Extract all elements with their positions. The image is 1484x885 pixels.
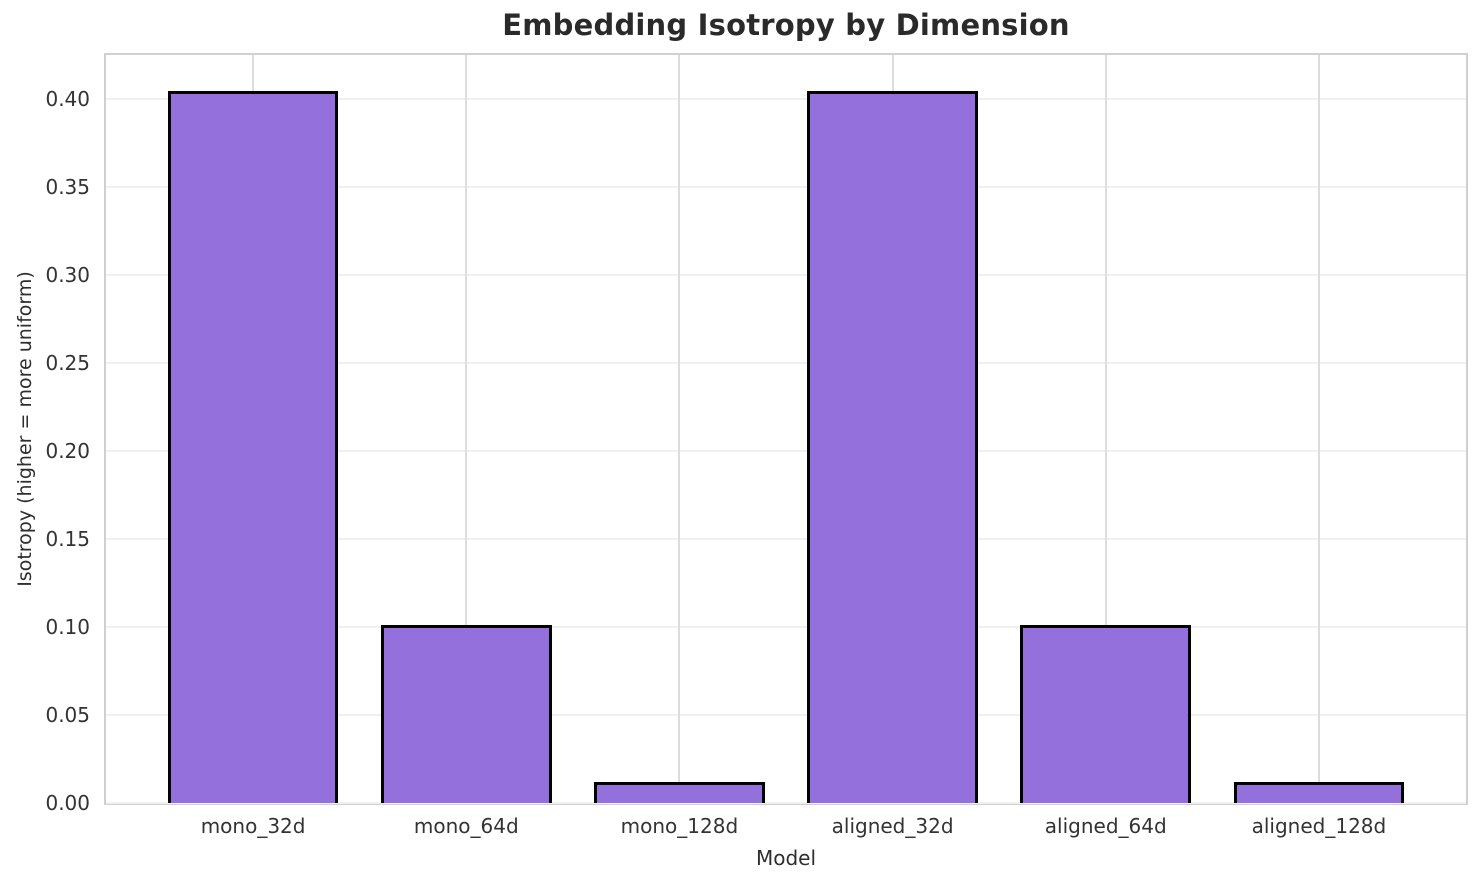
- x-axis-label: Model: [755, 846, 817, 870]
- x-tick-label: aligned_32d: [831, 814, 954, 838]
- horizontal-gridline: [106, 626, 1466, 629]
- vertical-gridline: [465, 55, 468, 803]
- x-tick-label: mono_32d: [200, 814, 306, 838]
- horizontal-gridline: [106, 802, 1466, 804]
- horizontal-gridline: [106, 538, 1466, 541]
- x-tick-label: aligned_128d: [1251, 814, 1387, 838]
- bar-mono_64d: [380, 625, 552, 803]
- y-tick-label: 0.15: [45, 527, 90, 552]
- y-tick-label: 0.40: [45, 87, 90, 112]
- vertical-gridline: [1104, 55, 1107, 803]
- horizontal-gridline: [106, 714, 1466, 717]
- y-tick-label: 0.10: [45, 615, 90, 640]
- y-tick-label: 0.00: [45, 791, 90, 815]
- horizontal-gridline: [106, 362, 1466, 365]
- x-tick-label: mono_128d: [620, 814, 739, 838]
- horizontal-gridline: [106, 274, 1466, 277]
- bar-aligned_64d: [1020, 625, 1191, 803]
- y-tick-label: 0.20: [45, 439, 90, 464]
- bar-mono_128d: [594, 781, 765, 803]
- y-tick-label: 0.25: [45, 351, 90, 376]
- chart-title: Embedding Isotropy by Dimension: [502, 8, 1070, 42]
- bar-aligned_128d: [1233, 781, 1405, 803]
- horizontal-gridline: [106, 98, 1466, 101]
- y-tick-label: 0.05: [45, 703, 90, 728]
- vertical-gridline: [678, 55, 681, 803]
- horizontal-gridline: [106, 186, 1466, 189]
- horizontal-gridline: [106, 450, 1466, 453]
- plot-area: [104, 53, 1468, 805]
- vertical-gridline: [1317, 55, 1320, 803]
- x-tick-label: mono_64d: [413, 814, 519, 838]
- bar-aligned_32d: [807, 90, 978, 803]
- x-tick-label: aligned_64d: [1044, 814, 1167, 838]
- bar-mono_32d: [167, 90, 339, 803]
- y-tick-label: 0.30: [45, 263, 90, 288]
- y-tick-label: 0.35: [45, 175, 90, 200]
